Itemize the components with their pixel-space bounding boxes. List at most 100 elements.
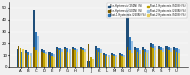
Bar [142,47,144,67]
Bar [165,46,168,67]
Bar [134,47,136,67]
Bar [41,49,43,67]
Bar [111,53,113,67]
Bar [45,54,47,67]
Bar [137,52,138,67]
Bar [170,52,172,67]
Bar [35,32,37,67]
Bar [103,55,105,67]
Bar [154,50,156,67]
Bar [150,47,152,67]
Bar [121,56,123,67]
Bar [20,48,21,67]
Bar [22,53,24,67]
Legend: Pre-Hysteresis (250N) (%), Pre-Hysteresis (500N) (%), Post-1 Hysteresis (250N) (: Pre-Hysteresis (250N) (%), Pre-Hysteresi… [107,3,187,18]
Bar [30,56,31,67]
Bar [90,57,92,67]
Bar [146,50,149,67]
Bar [123,57,125,67]
Bar [61,52,63,67]
Bar [135,50,136,67]
Bar [178,49,180,67]
Bar [139,54,141,67]
Bar [35,50,37,67]
Bar [64,47,66,67]
Bar [82,50,84,67]
Bar [56,49,58,67]
Bar [168,50,169,67]
Bar [129,37,131,67]
Bar [136,48,139,67]
Bar [69,53,70,67]
Bar [69,49,71,67]
Bar [103,53,105,67]
Bar [105,56,107,67]
Bar [178,53,180,67]
Bar [45,52,47,67]
Bar [37,36,39,67]
Bar [28,55,29,67]
Bar [43,53,45,67]
Bar [56,47,58,67]
Bar [111,55,113,67]
Bar [105,54,107,67]
Bar [121,54,123,67]
Bar [129,50,131,67]
Bar [96,50,97,67]
Bar [123,55,125,67]
Bar [176,52,177,67]
Bar [139,50,141,67]
Bar [119,55,121,67]
Bar [142,50,144,67]
Bar [119,53,121,67]
Bar [53,57,55,67]
Bar [43,50,45,67]
Bar [160,47,162,67]
Bar [113,56,115,67]
Bar [166,49,167,67]
Bar [66,48,68,67]
Bar [51,53,53,67]
Bar [170,48,172,67]
Bar [108,55,110,67]
Bar [152,44,154,67]
Bar [80,47,82,67]
Bar [38,52,39,67]
Bar [74,50,76,67]
Bar [72,49,74,67]
Bar [95,46,97,67]
Bar [17,46,19,67]
Bar [82,48,84,67]
Bar [116,57,117,67]
Bar [108,57,109,67]
Bar [100,49,102,67]
Bar [173,50,175,67]
Bar [92,59,94,67]
Bar [113,54,115,67]
Bar [158,46,160,67]
Bar [97,48,100,67]
Bar [88,44,89,67]
Bar [152,48,154,67]
Bar [127,47,128,67]
Bar [87,61,89,67]
Bar [92,62,94,67]
Bar [131,53,133,67]
Bar [25,50,27,67]
Bar [173,47,175,67]
Bar [80,49,82,67]
Bar [158,49,160,67]
Bar [74,48,76,67]
Bar [59,48,61,67]
Bar [51,56,53,67]
Bar [17,49,19,67]
Bar [115,55,117,67]
Bar [176,48,178,67]
Bar [29,53,32,67]
Bar [64,49,66,67]
Bar [61,49,63,67]
Bar [147,53,148,67]
Bar [98,52,99,67]
Bar [150,43,152,67]
Bar [168,47,170,67]
